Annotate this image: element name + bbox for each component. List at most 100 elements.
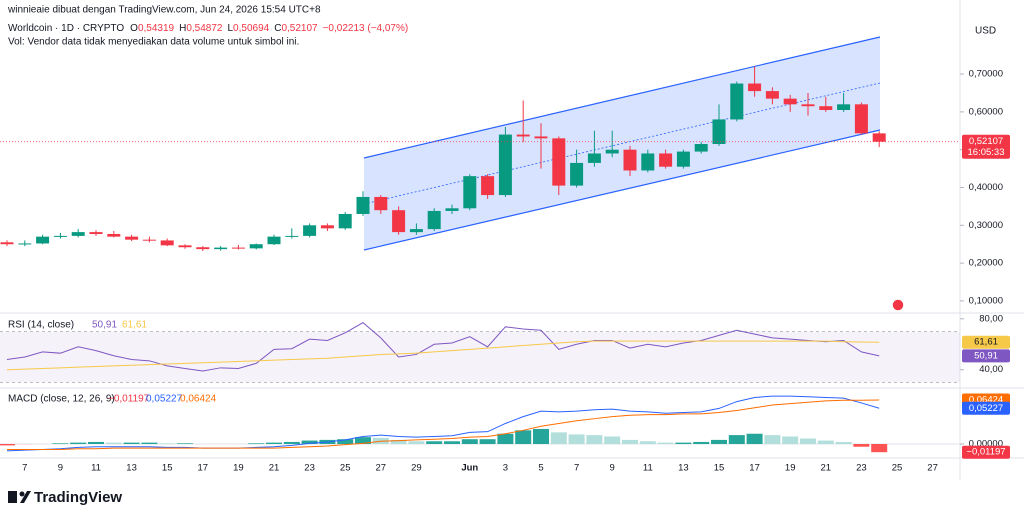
- histogram-bar: [586, 435, 603, 444]
- histogram-bar: [177, 443, 193, 444]
- histogram-bar: [248, 443, 265, 444]
- axis-tag-bg: [962, 445, 1010, 459]
- histogram-bar: [159, 443, 176, 444]
- series-line: [6, 322, 880, 372]
- price-tag-bg: [962, 134, 1010, 159]
- y-tick-label: 0,30000: [969, 220, 1003, 231]
- candle-body: [445, 208, 459, 211]
- candle-body: [267, 236, 281, 245]
- candle-body: [498, 134, 512, 196]
- symbol-line: Worldcoin · 1D · CRYPTO O0,54319 H0,54872 L…: [8, 23, 408, 34]
- histogram-bar: [871, 444, 888, 453]
- channel-bottom: [363, 129, 881, 251]
- histogram-bar: [283, 441, 300, 444]
- x-tick-label: 27: [927, 463, 938, 474]
- y-tick-label: 0,10000: [969, 295, 1003, 306]
- candle-body: [53, 235, 67, 237]
- candle-body: [748, 83, 762, 92]
- candle-body: [854, 104, 868, 134]
- histogram-bar: [497, 433, 514, 444]
- candle-body: [676, 151, 690, 167]
- histogram-bar: [817, 440, 834, 444]
- candle-body: [819, 106, 833, 110]
- candle-body: [463, 176, 477, 209]
- histogram-bar: [408, 441, 425, 444]
- y-tick-label: 40,00: [979, 364, 1003, 375]
- candle-body: [552, 138, 566, 186]
- x-tick-label: 13: [126, 463, 137, 474]
- candle-body: [694, 144, 708, 152]
- x-tick-label: 11: [91, 463, 101, 474]
- histogram-bar: [764, 435, 781, 444]
- x-tick-label: 11: [643, 463, 653, 474]
- histogram-bar: [533, 428, 549, 444]
- histogram-bar: [853, 444, 870, 447]
- x-tick-label: 13: [678, 463, 689, 474]
- legend-value: 50,91: [92, 320, 117, 331]
- pane-title: MACD (close, 12, 26, 9): [8, 394, 115, 405]
- y-tick-label: 0,20000: [969, 258, 1003, 269]
- candle-body: [481, 176, 495, 196]
- axis-tag: 0,05227: [969, 403, 1003, 414]
- x-tick-label: 19: [785, 463, 796, 474]
- y-tick-label: 0,70000: [969, 69, 1003, 80]
- histogram-bar: [604, 436, 621, 444]
- x-tick-label: 27: [376, 463, 387, 474]
- ohlc-value: 0,54872: [186, 23, 223, 34]
- candle-body: [427, 210, 441, 230]
- candle-body: [356, 196, 370, 214]
- histogram-bar: [16, 444, 33, 445]
- candle-body: [142, 239, 156, 241]
- flag-icon[interactable]: [891, 298, 905, 312]
- ohlc-key: L: [227, 23, 233, 34]
- y-tick-label: 0,00000: [969, 439, 1003, 450]
- candle-body: [320, 225, 334, 229]
- ohlc-value: 0,54319: [138, 23, 175, 34]
- histogram-bar: [711, 439, 727, 444]
- candle-body: [570, 162, 584, 186]
- histogram-bar: [622, 439, 638, 444]
- candle-body: [534, 136, 548, 139]
- candle-body: [516, 134, 530, 137]
- histogram-bar: [550, 432, 567, 444]
- candle-body: [71, 232, 85, 236]
- candle-body: [730, 83, 744, 120]
- pane-title: RSI (14, close): [8, 320, 74, 331]
- histogram-bar: [444, 441, 460, 444]
- axis-tag: 50,91: [974, 350, 998, 361]
- candle-body: [285, 235, 299, 237]
- histogram-bar: [782, 436, 799, 444]
- channel-top: [363, 36, 881, 159]
- histogram-bar: [266, 442, 282, 444]
- x-tick-label: 25: [340, 463, 351, 474]
- histogram-bar: [105, 442, 122, 444]
- x-tick-label: 7: [22, 463, 27, 474]
- candle-body: [178, 245, 192, 248]
- series-line: [6, 395, 880, 452]
- ohlc-key: C: [274, 23, 281, 34]
- candle-body: [392, 210, 406, 233]
- brand: TradingView: [34, 489, 122, 506]
- x-tick-label: 9: [610, 463, 615, 474]
- y-tick-label: 0,40000: [969, 182, 1003, 193]
- x-tick-label: 17: [198, 463, 209, 474]
- candle-body: [374, 196, 388, 211]
- histogram-bar: [479, 439, 496, 444]
- x-tick-label: 25: [892, 463, 903, 474]
- candle-body: [107, 234, 121, 237]
- legend-value: 0,05227: [146, 394, 183, 405]
- ohlc-value: 0,50694: [233, 23, 270, 34]
- histogram-bar: [0, 444, 15, 446]
- x-tick-label: 23: [856, 463, 867, 474]
- histogram-bar: [657, 442, 674, 444]
- histogram-bar: [568, 434, 585, 444]
- candle-body: [36, 236, 50, 244]
- candle-body: [160, 240, 174, 246]
- ohlc-value: 0,52107: [281, 23, 318, 34]
- candle-body: [196, 247, 210, 250]
- symbol: Worldcoin · 1D · CRYPTO: [8, 23, 124, 34]
- histogram-bar: [390, 439, 407, 444]
- histogram-bar: [88, 441, 104, 444]
- candle-body: [338, 213, 352, 229]
